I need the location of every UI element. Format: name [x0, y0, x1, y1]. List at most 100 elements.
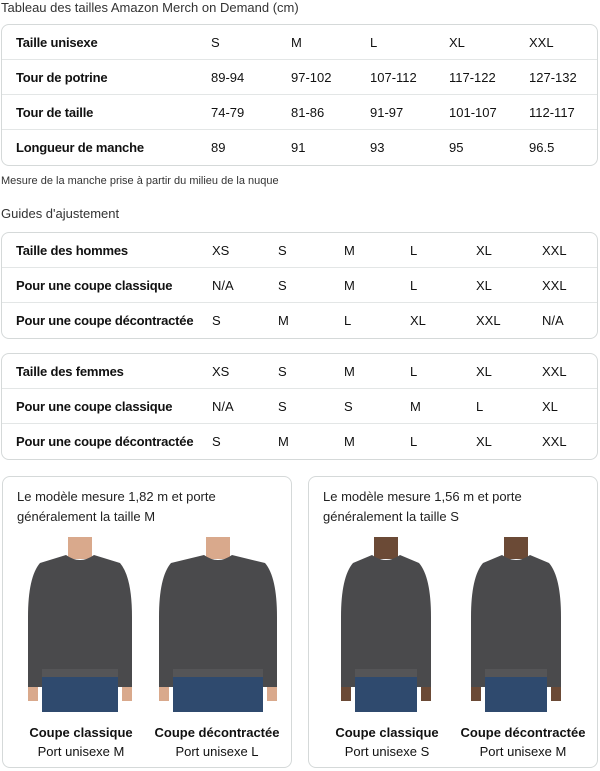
cell-value: 117-122 [449, 70, 496, 85]
row-label: Tour de taille [16, 105, 94, 120]
cell-value: L [344, 313, 352, 328]
fit-caption: Coupe classique Port unisexe M [11, 723, 151, 761]
cell-value: 81-86 [291, 105, 325, 120]
sleeve-note: Mesure de la manche prise à partir du mi… [1, 175, 279, 187]
row-label: Pour une coupe classique [16, 278, 173, 293]
cell-value: S [211, 35, 220, 50]
model-card-women: Le modèle mesure 1,56 m et porte général… [308, 476, 598, 768]
table-row: Pour une coupe classique N/A S S M L XL [2, 389, 597, 424]
row-label: Pour une coupe classique [16, 399, 173, 414]
cell-value: XL [542, 399, 558, 414]
cell-value: L [476, 399, 484, 414]
cell-value: XL [449, 35, 465, 50]
cell-value: L [410, 243, 418, 258]
fit-size: Port unisexe M [37, 744, 125, 759]
cell-value: M [291, 35, 302, 50]
table-row: Taille unisexe S M L XL XXL [2, 25, 597, 60]
cell-value: M [344, 434, 355, 449]
cell-value: S [278, 243, 287, 258]
cell-value: XXL [542, 434, 567, 449]
cell-value: XXL [529, 35, 554, 50]
cell-value: XS [212, 364, 230, 379]
male-model-sweater-photo [159, 537, 277, 712]
cell-value: M [344, 364, 355, 379]
fit-title: Coupe décontractée [154, 725, 280, 740]
fit-title: Coupe décontractée [460, 725, 586, 740]
row-label: Pour une coupe décontractée [16, 434, 194, 449]
cell-value: 91 [291, 140, 306, 155]
cell-value: 89 [211, 140, 226, 155]
cell-value: 97-102 [291, 70, 332, 85]
cell-value: 95 [449, 140, 464, 155]
cell-value: M [344, 278, 355, 293]
cell-value: N/A [212, 399, 234, 414]
cell-value: M [278, 434, 289, 449]
fit-size: Port unisexe L [175, 744, 259, 759]
cell-value: XL [476, 243, 492, 258]
table-row: Tour de potrine 89-94 97-102 107-112 117-122… [2, 60, 597, 95]
row-label: Pour une coupe décontractée [16, 313, 194, 328]
fit-caption: Coupe décontractée Port unisexe M [453, 723, 593, 761]
cell-value: XXL [542, 364, 567, 379]
model-card-men: Le modèle mesure 1,82 m et porte général… [2, 476, 292, 768]
table-row: Pour une coupe classique N/A S M L XL XXL [2, 268, 597, 303]
cell-value: S [344, 399, 353, 414]
cell-value: S [212, 434, 221, 449]
row-label: Taille unisexe [16, 35, 98, 50]
cell-value: XL [410, 313, 426, 328]
table-row: Pour une coupe décontractée S M M L XL XXL [2, 424, 597, 459]
size-chart-title: Tableau des tailles Amazon Merch on Dema… [1, 0, 299, 15]
table-row: Taille des femmes XS S M L XL XXL [2, 354, 597, 389]
model-photo [158, 537, 278, 717]
cell-value: 74-79 [211, 105, 245, 120]
cell-value: XL [476, 278, 492, 293]
cell-value: M [278, 313, 289, 328]
cell-value: XXL [542, 278, 567, 293]
cell-value: 101-107 [449, 105, 497, 120]
cell-value: L [410, 434, 418, 449]
table-row: Tour de taille 74-79 81-86 91-97 101-107 112-… [2, 95, 597, 130]
female-model-sweater-photo [341, 537, 431, 712]
women-fit-table: Taille des femmes XS S M L XL XXL Pour une coup… [1, 353, 598, 460]
row-label: Taille des hommes [16, 243, 128, 258]
cell-value: 107-112 [370, 70, 417, 85]
model-photo [456, 537, 576, 717]
row-label: Taille des femmes [16, 364, 124, 379]
cell-value: N/A [212, 278, 234, 293]
model-description: Le modèle mesure 1,82 m et porte général… [17, 489, 216, 524]
cell-value: 91-97 [370, 105, 404, 120]
fit-title: Coupe classique [29, 725, 133, 740]
cell-value: L [410, 278, 418, 293]
cell-value: L [410, 364, 418, 379]
cell-value: 112-117 [529, 105, 575, 120]
cell-value: XL [476, 364, 492, 379]
female-model-sweater-photo [471, 537, 561, 712]
cell-value: XS [212, 243, 230, 258]
cell-value: L [370, 35, 378, 50]
model-photo [20, 537, 140, 717]
cell-value: XL [476, 434, 492, 449]
table-row: Taille des hommes XS S M L XL XXL [2, 233, 597, 268]
model-photo [326, 537, 446, 717]
cell-value: S [278, 364, 287, 379]
fit-guides-title: Guides d'ajustement [1, 206, 120, 221]
fit-caption: Coupe décontractée Port unisexe L [147, 723, 287, 761]
cell-value: 127-132 [529, 70, 577, 85]
fit-title: Coupe classique [335, 725, 439, 740]
cell-value: M [344, 243, 355, 258]
cell-value: 93 [370, 140, 385, 155]
cell-value: N/A [542, 313, 564, 328]
fit-size: Port unisexe S [344, 744, 430, 759]
cell-value: XXL [476, 313, 501, 328]
fit-caption: Coupe classique Port unisexe S [317, 723, 457, 761]
model-description: Le modèle mesure 1,56 m et porte général… [323, 489, 522, 524]
cell-value: S [278, 278, 287, 293]
cell-value: XXL [542, 243, 567, 258]
fit-size: Port unisexe M [479, 744, 567, 759]
table-row: Longueur de manche 89 91 93 95 96.5 [2, 130, 597, 165]
cell-value: S [212, 313, 221, 328]
row-label: Tour de potrine [16, 70, 108, 85]
table-row: Pour une coupe décontractée S M L XL XXL N/A [2, 303, 597, 338]
male-model-sweater-photo [28, 537, 132, 712]
size-chart-table: Taille unisexe S M L XL XXL Tour de potrine 89-… [1, 24, 598, 166]
